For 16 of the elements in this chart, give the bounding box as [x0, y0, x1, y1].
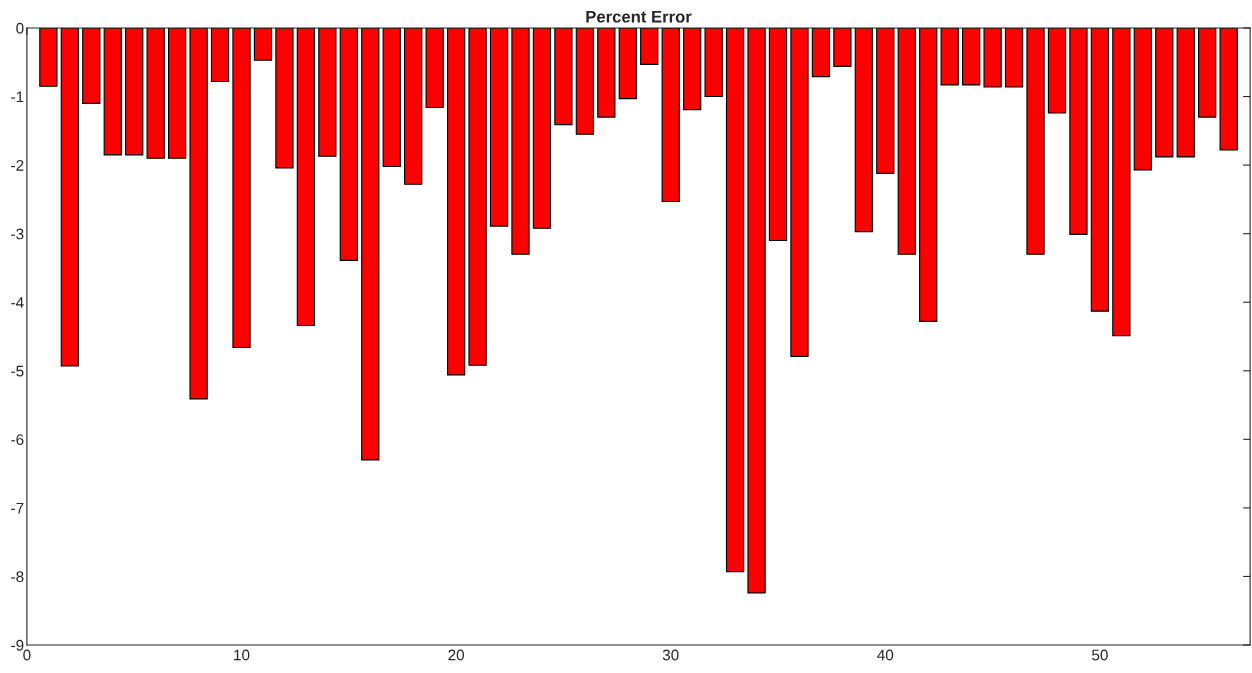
x-tick-label: 10 [234, 649, 250, 661]
x-tick-label: 20 [448, 649, 465, 661]
y-tick-label: -5 [11, 365, 24, 377]
y-tick-label: -3 [11, 228, 24, 240]
x-tick-label: 50 [1092, 649, 1108, 661]
y-tick-label: -7 [11, 502, 24, 514]
y-tick-label: -6 [11, 434, 24, 446]
y-tick-label: -1 [11, 91, 24, 103]
chart-title: Percent Error [586, 10, 692, 23]
y-tick-label: -4 [11, 297, 24, 308]
x-tick-label: 40 [877, 649, 894, 661]
y-tick-label: -2 [11, 159, 24, 171]
y-tick-label: -8 [11, 571, 24, 583]
y-tick-label: 0 [16, 22, 24, 34]
x-tick-label: 30 [662, 649, 679, 661]
y-tick-label: -9 [11, 639, 24, 651]
